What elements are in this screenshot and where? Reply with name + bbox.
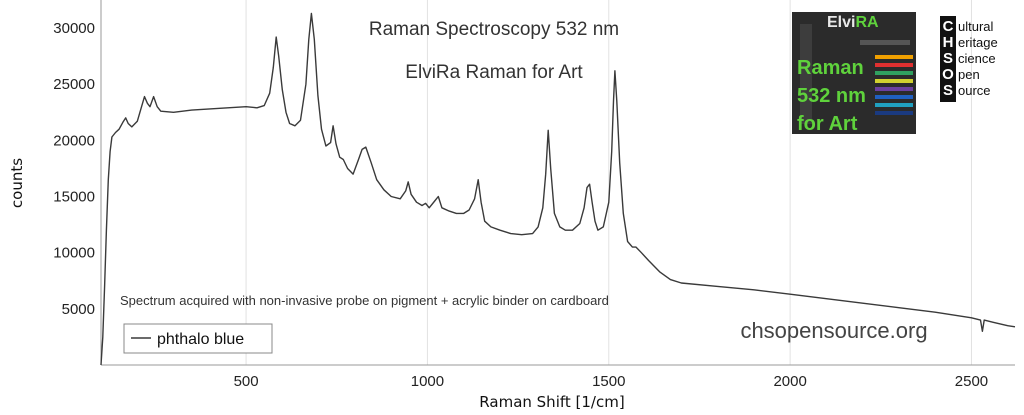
chsos-logo-word: ultural xyxy=(958,19,994,34)
elvira-logo-line3: for Art xyxy=(797,113,858,135)
x-tick-label: 1500 xyxy=(592,373,625,390)
grid-lines xyxy=(245,0,972,365)
legend-label: phthalo blue xyxy=(157,331,244,348)
chsos-logo-word: pen xyxy=(958,67,980,82)
elvira-logo-name-accent: RA xyxy=(855,14,879,31)
svg-text:ElviRA: ElviRA xyxy=(827,14,879,31)
acquisition-note: Spectrum acquired with non-invasive prob… xyxy=(120,293,609,308)
chsos-logo-letter: H xyxy=(943,34,954,51)
elvira-logo: ElviRA Raman 532 nm for Art xyxy=(792,12,916,135)
x-tick-label: 500 xyxy=(234,373,259,390)
y-tick-label: 15000 xyxy=(53,189,95,206)
chart-title: Raman Spectroscopy 532 nm xyxy=(369,19,619,40)
x-tick-labels: 500 1000 1500 2000 2500 xyxy=(234,373,989,390)
elvira-logo-name: Elvi xyxy=(827,14,855,31)
y-tick-labels: 5000 10000 15000 20000 25000 30000 xyxy=(53,20,95,318)
y-tick-label: 30000 xyxy=(53,20,95,37)
elvira-logo-line2: 532 nm xyxy=(797,85,866,107)
x-axis-title: Raman Shift [1/cm] xyxy=(479,393,624,411)
website-watermark: chsopensource.org xyxy=(740,318,927,343)
chsos-logo-letter: C xyxy=(943,18,954,35)
legend: phthalo blue xyxy=(123,323,273,354)
chsos-logo-word: ource xyxy=(958,83,991,98)
chsos-logo-word: cience xyxy=(958,51,996,66)
chsos-logo-letter: O xyxy=(942,66,954,83)
x-tick-label: 2500 xyxy=(955,373,988,390)
elvira-logo-line1: Raman xyxy=(797,57,864,79)
y-tick-label: 10000 xyxy=(53,245,95,262)
x-tick-label: 2000 xyxy=(773,373,806,390)
series-line-phthalo-blue xyxy=(100,12,1016,366)
chart-subtitle: ElviRa Raman for Art xyxy=(405,62,583,83)
chsos-logo-word: eritage xyxy=(958,35,998,50)
y-tick-label: 5000 xyxy=(62,301,95,318)
y-tick-label: 20000 xyxy=(53,132,95,149)
y-axis-title: counts xyxy=(8,158,26,208)
x-tick-label: 1000 xyxy=(411,373,444,390)
chsos-logo-letter: S xyxy=(943,82,953,99)
chsos-logo-bar xyxy=(940,16,956,102)
chsos-logo-letter: S xyxy=(943,50,953,67)
y-tick-label: 25000 xyxy=(53,76,95,93)
